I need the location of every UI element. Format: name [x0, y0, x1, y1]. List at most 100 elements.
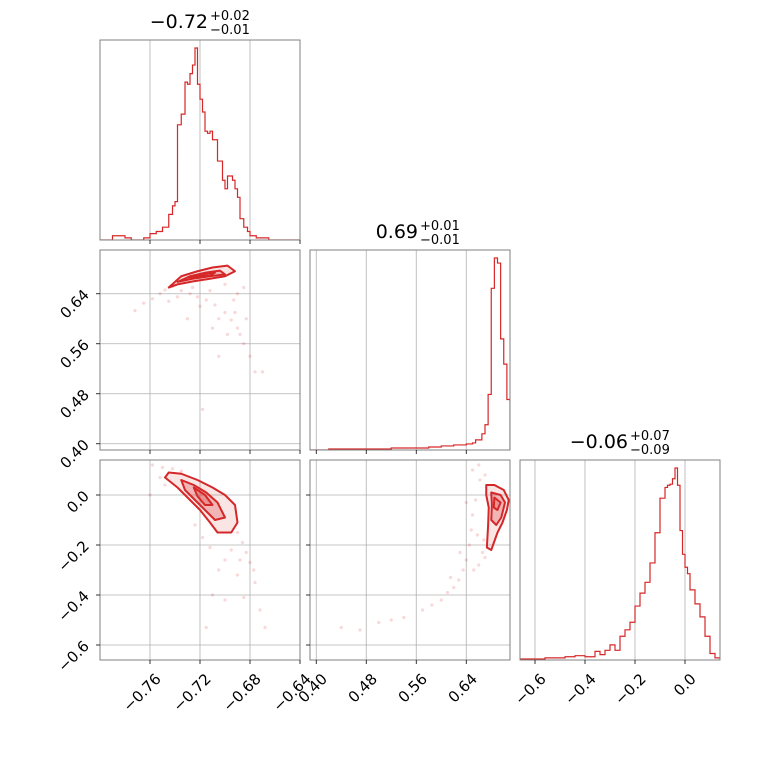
scatter-point-2-0-12 — [208, 545, 212, 550]
contour-fill-2-0-1 — [181, 480, 225, 520]
param-title-median-0: −0.72 — [150, 11, 208, 33]
scatter-point-1-0-12 — [229, 318, 233, 322]
scatter-point-1-0-28 — [198, 304, 202, 308]
scatter-point-2-1-23 — [464, 500, 468, 505]
panel-0-0-plot — [100, 47, 300, 240]
scatter-point-2-1-20 — [339, 625, 343, 630]
scatter-point-2-1-2 — [483, 473, 487, 477]
scatter-point-1-0-2 — [150, 297, 155, 301]
scatter-point-2-1-25 — [483, 555, 487, 560]
ytick-label-1-1: 0.48 — [56, 386, 92, 422]
scatter-point-2-1-12 — [445, 590, 450, 595]
contour-line-2-0-2 — [192, 486, 214, 506]
scatter-point-1-0-4 — [163, 288, 167, 292]
ticks-layer: 0.400.480.560.64−0.76 −0.72 −0.68 −0.64−0.6… — [54, 240, 700, 715]
xtick-label-2-3: 0.0 — [670, 670, 700, 700]
scatter-point-1-0-21 — [185, 317, 190, 321]
panel-1-1-plot — [310, 257, 510, 450]
contour-line-2-1-2 — [492, 496, 502, 511]
frames-layer — [99, 39, 721, 661]
scatter-point-2-0-6 — [244, 550, 248, 555]
scatter-point-1-0-18 — [210, 326, 215, 330]
scatter-point-2-0-19 — [263, 625, 267, 630]
scatter-point-2-1-17 — [389, 618, 393, 622]
histogram-2 — [520, 467, 720, 660]
scatter-point-1-0-7 — [188, 292, 192, 296]
scatter-point-1-0-10 — [213, 303, 217, 307]
scatter-point-2-0-2 — [170, 467, 175, 471]
scatter-point-2-0-3 — [179, 469, 183, 473]
contour-fill-2-0-2 — [193, 487, 213, 505]
scatter-point-2-1-6 — [469, 528, 473, 532]
scatter-point-1-0-27 — [190, 285, 195, 290]
scatter-point-2-0-11 — [217, 568, 221, 572]
contour-fill-2-1-2 — [493, 497, 501, 510]
param-title-minus-2: −0.09 — [630, 443, 670, 458]
scatter-point-2-1-9 — [461, 568, 465, 572]
scatter-point-2-1-15 — [420, 608, 425, 612]
scatter-point-2-1-21 — [477, 563, 481, 567]
xtick-label-0-1: −0.72 — [170, 670, 215, 715]
scatter-point-2-1-11 — [452, 585, 456, 590]
scatter-point-2-1-0 — [470, 468, 475, 472]
ytick-label-2-3: 0.0 — [63, 487, 93, 517]
xtick-label-1-3: 0.64 — [445, 670, 481, 706]
scatter-point-2-0-7 — [248, 560, 252, 565]
scatter-point-2-0-1 — [160, 465, 165, 470]
scatter-point-2-1-10 — [457, 578, 461, 582]
scatter-point-2-0-16 — [223, 598, 227, 602]
panel-2-1-frame — [309, 459, 511, 661]
ytick-label-2-0: −0.6 — [54, 637, 92, 675]
ytick-label-2-1: −0.4 — [54, 587, 92, 625]
param-title-plus-2: +0.07 — [630, 429, 670, 444]
scatter-point-2-1-18 — [377, 620, 381, 625]
scatter-point-2-1-22 — [480, 550, 485, 555]
scatter-point-2-1-24 — [475, 533, 480, 537]
xtick-label-2-0: −0.6 — [511, 670, 549, 708]
scatter-point-1-0-29 — [225, 332, 230, 336]
scatter-point-2-0-17 — [242, 595, 246, 600]
scatter-point-2-0-21 — [148, 493, 152, 497]
contour-line-1-0-2 — [186, 271, 216, 279]
panel-2-2-frame — [519, 459, 721, 661]
panel-1-0-plot — [133, 264, 265, 411]
param-title-2: −0.06 +0.07−0.09 — [570, 429, 670, 458]
scatter-point-2-0-4 — [235, 530, 240, 535]
scatter-point-2-1-13 — [439, 598, 443, 602]
scatter-point-2-0-22 — [158, 475, 162, 480]
param-title-plus-1: +0.01 — [420, 219, 460, 234]
scatter-point-1-0-34 — [217, 317, 221, 321]
scatter-point-1-0-19 — [217, 354, 221, 358]
panel-2-1-plot — [339, 463, 510, 632]
scatter-point-1-0-15 — [242, 342, 246, 346]
contour-line-2-1-0 — [485, 484, 510, 551]
histogram-0 — [100, 47, 300, 240]
scatter-point-2-1-27 — [472, 568, 476, 572]
scatter-point-1-0-3 — [158, 292, 162, 296]
grid-layer — [100, 40, 686, 660]
scatter-point-2-0-18 — [258, 608, 262, 612]
scatter-point-2-1-1 — [477, 463, 481, 467]
scatter-point-2-1-26 — [458, 550, 462, 555]
param-title-median-2: −0.06 — [570, 431, 628, 453]
scatter-point-2-0-10 — [223, 558, 227, 562]
param-title-0: −0.72 +0.02−0.01 — [150, 9, 250, 38]
scatter-point-1-0-24 — [242, 285, 246, 290]
histogram-1 — [310, 257, 510, 450]
param-title-plus-0: +0.02 — [210, 9, 250, 24]
param-title-minus-0: −0.01 — [210, 23, 250, 38]
scatter-point-2-0-26 — [253, 580, 257, 585]
ytick-label-1-3: 0.64 — [56, 286, 92, 322]
scatter-point-2-1-7 — [467, 543, 471, 547]
scatter-point-2-1-16 — [402, 615, 406, 620]
ytick-label-1-2: 0.56 — [56, 336, 92, 372]
scatter-point-1-0-26 — [208, 289, 212, 293]
xtick-label-2-1: −0.4 — [561, 670, 599, 708]
scatter-point-2-1-14 — [430, 603, 434, 607]
scatter-point-2-1-19 — [358, 628, 362, 632]
scatter-point-2-1-5 — [470, 513, 475, 517]
scatter-point-2-0-9 — [235, 573, 240, 577]
scatter-point-1-0-35 — [233, 310, 237, 315]
scatter-point-2-0-14 — [193, 523, 197, 527]
